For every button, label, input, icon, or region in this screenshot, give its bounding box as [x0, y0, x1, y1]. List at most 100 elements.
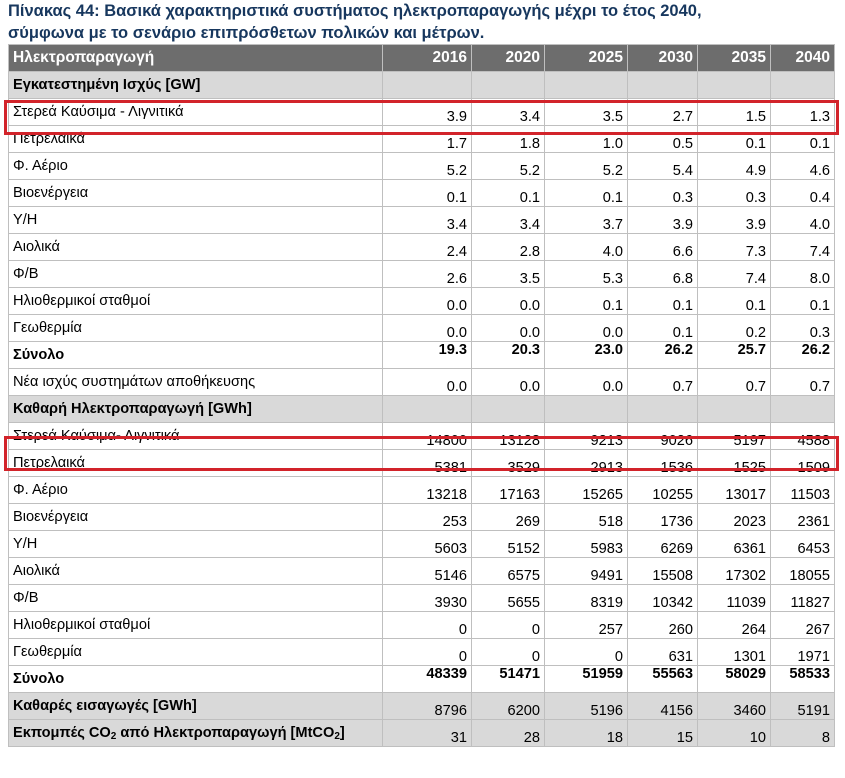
table-cell: 6200 [471, 692, 545, 720]
table-cell: 0.0 [471, 368, 545, 396]
row-label: Καθαρές εισαγωγές [GWh] [8, 692, 383, 720]
table-cell [627, 71, 698, 99]
table-row: Βιοενέργεια 253 269 518 1736 2023 2361 [8, 503, 835, 531]
table-cell: 1.8 [471, 125, 545, 153]
row-label: Πετρελαικά [8, 125, 383, 153]
table-cell: 0.3 [627, 179, 698, 207]
table-cell: 23.0 [544, 341, 628, 369]
table-cell: 5603 [382, 530, 472, 558]
table-cell: 2.8 [471, 233, 545, 261]
table-cell: 51959 [544, 665, 628, 693]
table-cell: 3460 [697, 692, 771, 720]
table-caption: Πίνακας 44: Βασικά χαρακτηριστικά συστήμ… [8, 0, 838, 44]
table-cell: 51471 [471, 665, 545, 693]
table-cell: 4.6 [770, 152, 835, 180]
table-cell: 31 [382, 719, 472, 747]
row-label: Φ. Αέριο [8, 476, 383, 504]
table-cell: 0.0 [544, 314, 628, 342]
table-cell: 0 [382, 611, 472, 639]
table-cell: 11503 [770, 476, 835, 504]
table-cell: 0.1 [627, 314, 698, 342]
table-cell: 18 [544, 719, 628, 747]
table-cell: 28 [471, 719, 545, 747]
table-cell: 7.3 [697, 233, 771, 261]
table-cell: 5152 [471, 530, 545, 558]
table-cell: 15 [627, 719, 698, 747]
table-cell: 260 [627, 611, 698, 639]
table-cell: 11827 [770, 584, 835, 612]
table-cell: 6269 [627, 530, 698, 558]
caption-line-2: σύμφωνα με το σενάριο επιπρόσθετων πολικ… [8, 24, 485, 42]
table-cell: 3.4 [471, 98, 545, 126]
table-cell: 9491 [544, 557, 628, 585]
table-row: Γεωθερμία 0.0 0.0 0.0 0.1 0.2 0.3 [8, 314, 835, 342]
header-year: 2025 [544, 44, 628, 72]
table-cell: 19.3 [382, 341, 472, 369]
table-cell: 9213 [544, 422, 628, 450]
table-cell: 17163 [471, 476, 545, 504]
table-cell: 2.7 [627, 98, 698, 126]
table-cell: 0.3 [770, 314, 835, 342]
row-label: Πετρελαικά [8, 449, 383, 477]
row-label: Αιολικά [8, 557, 383, 585]
table-cell: 1.3 [770, 98, 835, 126]
table-cell: 0.0 [471, 287, 545, 315]
header-year: 2016 [382, 44, 472, 72]
table-row: Στερεά Καύσιμα - Λιγνιτικά 3.9 3.4 3.5 2.7 1.… [8, 98, 835, 126]
table-cell: 26.2 [627, 341, 698, 369]
table-cell [471, 71, 545, 99]
table-cell: 0.0 [382, 314, 472, 342]
table-row: Καθαρές εισαγωγές [GWh] 8796 6200 5196 4156 3… [8, 692, 835, 720]
table-cell: 5983 [544, 530, 628, 558]
table-cell: 15508 [627, 557, 698, 585]
table-cell: 1536 [627, 449, 698, 477]
table-cell: 3.9 [627, 206, 698, 234]
table-cell: 58029 [697, 665, 771, 693]
row-label: Γεωθερμία [8, 638, 383, 666]
table-cell: 267 [770, 611, 835, 639]
table-cell: 6.6 [627, 233, 698, 261]
table-cell: 0 [382, 638, 472, 666]
table-cell: 0.3 [697, 179, 771, 207]
row-label: Εκπομπές CO2 από Ηλεκτροπαραγωγή [MtCO2] [8, 719, 383, 747]
table-cell: 0.1 [382, 179, 472, 207]
row-label: Σύνολο [8, 341, 383, 369]
table-cell: 1509 [770, 449, 835, 477]
table-cell: 8.0 [770, 260, 835, 288]
table-row: Φ. Αέριο 5.2 5.2 5.2 5.4 4.9 4.6 [8, 152, 835, 180]
table-cell: 10 [697, 719, 771, 747]
row-label: Στερεά Καύσιμα- Λιγνιτικά [8, 422, 383, 450]
table-cell: 1.5 [697, 98, 771, 126]
table-cell: 15265 [544, 476, 628, 504]
table-cell [544, 395, 628, 423]
table-cell: 5196 [544, 692, 628, 720]
table-cell: 4588 [770, 422, 835, 450]
table-cell [544, 71, 628, 99]
table-cell: 18055 [770, 557, 835, 585]
table-cell: 0.1 [544, 179, 628, 207]
table-cell: 4.0 [544, 233, 628, 261]
table-cell: 0.1 [770, 287, 835, 315]
row-label: Γεωθερμία [8, 314, 383, 342]
table-header-row: Ηλεκτροπαραγωγή 2016 2020 2025 2030 2035… [8, 44, 835, 72]
table-row: Αιολικά 2.4 2.8 4.0 6.6 7.3 7.4 [8, 233, 835, 261]
table-cell: 0.1 [471, 179, 545, 207]
row-label-part: 2 [334, 730, 340, 742]
table-cell: 5.4 [627, 152, 698, 180]
total-row: Σύνολο 19.3 20.3 23.0 26.2 25.7 26.2 [8, 341, 835, 369]
row-label: Σύνολο [8, 665, 383, 693]
table-cell: 13017 [697, 476, 771, 504]
table-cell: 14800 [382, 422, 472, 450]
table-row: Ηλιοθερμικοί σταθμοί 0.0 0.0 0.1 0.1 0.1 0.1 [8, 287, 835, 315]
table-cell: 7.4 [770, 233, 835, 261]
table-cell: 7.4 [697, 260, 771, 288]
row-label: Εγκατεστημένη Ισχύς [GW] [8, 71, 383, 99]
table-cell: 3529 [471, 449, 545, 477]
table-row: Αιολικά 5146 6575 9491 15508 17302 18055 [8, 557, 835, 585]
table-row: Υ/Η 3.4 3.4 3.7 3.9 3.9 4.0 [8, 206, 835, 234]
table-cell: 2.4 [382, 233, 472, 261]
row-label: Φ/Β [8, 260, 383, 288]
row-label-part: από Ηλεκτροπαραγωγή [MtCO [116, 724, 335, 741]
table-cell: 5655 [471, 584, 545, 612]
section-row: Εγκατεστημένη Ισχύς [GW] [8, 71, 835, 99]
